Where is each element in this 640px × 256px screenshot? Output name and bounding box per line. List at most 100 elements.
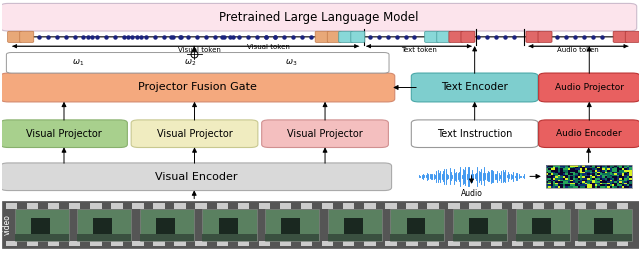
Bar [546,179,548,181]
Bar [568,175,571,176]
Bar [582,165,586,167]
Bar [570,176,573,178]
Bar [558,184,561,186]
Bar [582,181,586,183]
Bar [595,183,598,184]
Bar [620,183,623,184]
FancyBboxPatch shape [1,73,395,102]
Bar [607,179,610,181]
Bar [568,167,571,168]
Bar [620,178,623,179]
Bar [609,171,612,173]
Bar [600,183,603,184]
Bar [568,183,571,184]
Bar [622,171,625,173]
Bar [592,178,595,179]
Text: Audio Encoder: Audio Encoder [556,129,622,138]
Bar [614,171,618,173]
Bar [111,204,123,209]
Bar [624,171,627,173]
Bar [580,170,583,172]
Bar [573,179,576,181]
Bar [612,176,615,178]
Bar [553,183,556,184]
Bar [590,170,593,172]
Bar [597,173,600,175]
Bar [556,179,559,181]
Bar [575,241,586,246]
Bar [612,175,615,176]
Bar [563,165,566,167]
FancyBboxPatch shape [327,31,341,42]
Bar [573,183,576,184]
Bar [614,168,618,170]
Bar [27,204,38,209]
Bar [580,178,583,179]
Bar [565,167,568,168]
Bar [597,178,600,179]
Bar [550,179,554,181]
Bar [627,186,630,187]
Bar [629,170,632,172]
Bar [612,173,615,175]
Bar [556,178,559,179]
Bar [428,204,439,209]
Bar [622,181,625,183]
Bar [624,173,627,175]
Bar [548,167,551,168]
Bar [607,178,610,179]
Bar [597,175,600,176]
Bar [607,171,610,173]
Bar [580,183,583,184]
Bar [563,178,566,179]
Bar [132,204,143,209]
Bar [585,178,588,179]
Bar [573,176,576,178]
Bar [550,181,554,183]
Bar [565,183,568,184]
Text: Text Instruction: Text Instruction [437,129,513,139]
Bar [588,176,591,178]
Bar [592,175,595,176]
Bar [90,204,102,209]
Bar [627,175,630,176]
Bar [629,179,632,181]
Bar [595,167,598,168]
Bar [614,167,618,168]
Bar [556,184,559,186]
Bar [558,171,561,173]
Bar [453,234,507,241]
Bar [614,173,618,175]
Bar [600,178,603,179]
Bar [592,170,595,172]
Bar [614,175,618,176]
Bar [609,183,612,184]
Bar [558,175,561,176]
Bar [600,179,603,181]
Bar [627,168,630,170]
Bar [620,170,623,172]
Bar [629,173,632,175]
Bar [609,165,612,167]
Bar [548,170,551,172]
Bar [620,168,623,170]
Bar [48,204,60,209]
Bar [565,176,568,178]
Bar [568,184,571,186]
Bar [568,179,571,181]
Bar [600,173,603,175]
Bar [580,167,583,168]
Bar [597,165,600,167]
Bar [590,176,593,178]
Bar [629,176,632,178]
Bar [575,175,578,176]
Bar [195,204,207,209]
Bar [573,181,576,183]
Bar [575,173,578,175]
Bar [617,165,620,167]
Bar [77,234,131,241]
Bar [592,168,595,170]
Bar [607,173,610,175]
Bar [622,178,625,179]
Bar [570,186,573,187]
